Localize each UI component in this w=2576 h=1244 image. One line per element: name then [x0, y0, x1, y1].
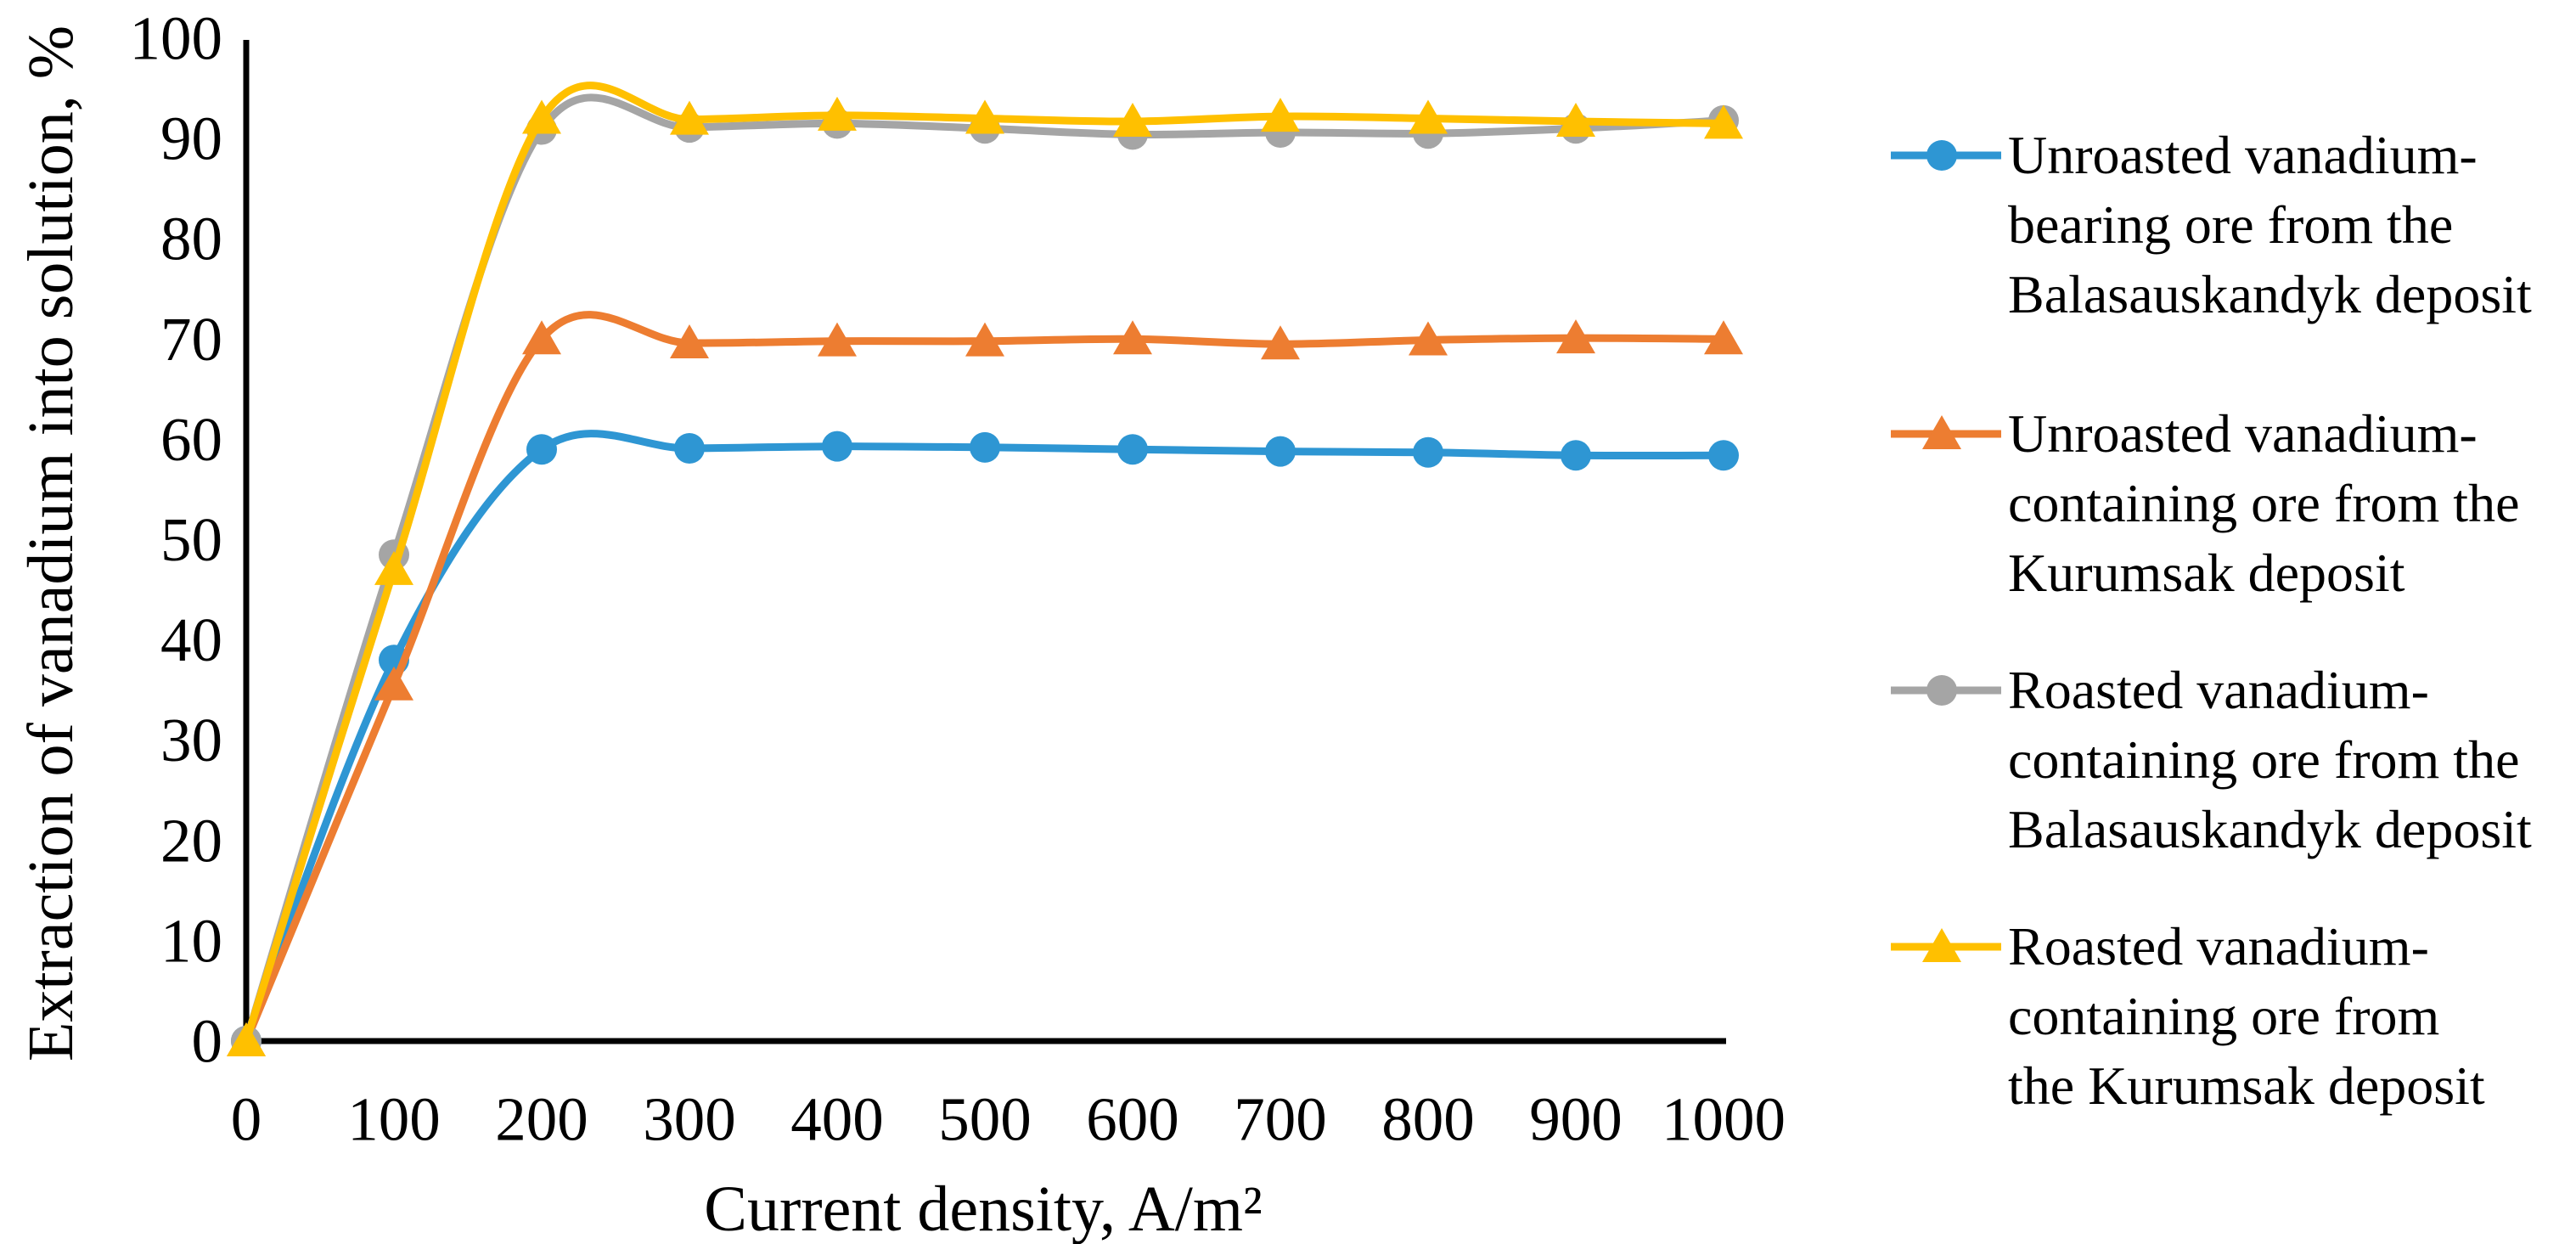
x-tick-label: 300: [643, 1085, 736, 1154]
triangle-marker: [965, 322, 1004, 357]
legend-line: Unroasted vanadium-: [2008, 403, 2478, 464]
circle-marker: [1708, 440, 1739, 471]
triangle-marker: [374, 666, 413, 701]
triangle-marker: [1556, 319, 1595, 354]
y-tick-label: 90: [160, 104, 222, 173]
x-tick-label: 700: [1234, 1085, 1327, 1154]
legend-item-label: Roasted vanadium- containing ore from th…: [2008, 656, 2532, 864]
triangle-marker: [670, 100, 709, 135]
legend-marker-glyph: [1891, 675, 2001, 706]
triangle-marker: [1113, 103, 1152, 138]
x-axis-title: Current density, A/m²: [704, 1174, 1262, 1244]
series-line-3: [242, 82, 1728, 1045]
x-tick-label: 0: [231, 1085, 262, 1154]
series-line-2: [242, 93, 1728, 1045]
x-tick-label: 600: [1086, 1085, 1179, 1154]
legend: Unroasted vanadium- bearing ore from the…: [1889, 0, 2568, 1244]
triangle-marker: [227, 1022, 266, 1056]
legend-item: Roasted vanadium- containing ore from th…: [1889, 656, 2532, 864]
legend-circle-marker: [1926, 140, 1957, 171]
legend-line: bearing ore from the: [2008, 194, 2454, 255]
y-tick-label: 10: [160, 906, 222, 975]
y-tick-label: 50: [160, 505, 222, 574]
circle-marker: [822, 431, 852, 462]
legend-item: Roasted vanadium- containing ore from th…: [1889, 912, 2485, 1121]
legend-item-label: Unroasted vanadium- bearing ore from the…: [2008, 121, 2532, 329]
x-tick-label: 400: [790, 1085, 884, 1154]
triangle-marker: [374, 550, 413, 585]
legend-item: Unroasted vanadium- bearing ore from the…: [1889, 121, 2532, 329]
triangle-marker: [1704, 320, 1743, 355]
y-tick-label: 0: [192, 1007, 223, 1076]
legend-line: Roasted vanadium-: [2008, 660, 2429, 720]
circle-marker: [1265, 436, 1296, 467]
triangle-marker: [670, 324, 709, 359]
triangle-marker: [1261, 98, 1300, 132]
legend-item-label: Roasted vanadium- containing ore from th…: [2008, 912, 2485, 1121]
triangle-marker: [1113, 320, 1152, 355]
triangle-marker: [1704, 104, 1743, 139]
triangle-marker: [522, 99, 561, 134]
series-line-0: [242, 430, 1728, 1045]
y-axis-title: Extraction of vanadium into solution, %: [15, 25, 87, 1061]
x-tick-label: 200: [495, 1085, 588, 1154]
y-tick-label: 30: [160, 706, 222, 774]
triangle-marker: [1409, 321, 1448, 356]
triangle-marker: [1409, 99, 1448, 134]
legend-line: Roasted vanadium-: [2008, 916, 2429, 977]
x-tick-label: 800: [1381, 1085, 1475, 1154]
y-tick-label: 40: [160, 605, 222, 674]
series-line-1: [242, 311, 1728, 1045]
y-tick-label: 100: [130, 4, 223, 73]
legend-triangle-marker: [1922, 415, 1961, 449]
circle-marker: [1561, 440, 1591, 471]
x-tick-label: 1000: [1662, 1085, 1786, 1154]
legend-triangle-marker: [1922, 928, 1961, 962]
legend-line: Kurumsak deposit: [2008, 543, 2405, 603]
legend-line: containing ore from the: [2008, 729, 2520, 790]
x-tick-label: 500: [938, 1085, 1032, 1154]
legend-line: the Kurumsak deposit: [2008, 1055, 2485, 1116]
circle-marker: [674, 433, 705, 464]
triangle-marker: [818, 322, 857, 357]
legend-item: Unroasted vanadium- containing ore from …: [1889, 399, 2519, 608]
x-tick-label: 100: [347, 1085, 441, 1154]
circle-marker: [526, 434, 557, 465]
triangle-marker: [522, 320, 561, 355]
legend-line: Balasauskandyk deposit: [2008, 799, 2532, 859]
legend-line: Balasauskandyk deposit: [2008, 264, 2532, 324]
circle-marker: [1117, 434, 1148, 465]
y-tick-label: 70: [160, 305, 222, 374]
circle-marker: [970, 431, 1000, 463]
triangle-marker: [818, 96, 857, 131]
legend-line: containing ore from: [2008, 986, 2440, 1046]
legend-item-label: Unroasted vanadium- containing ore from …: [2008, 399, 2519, 608]
triangle-marker: [1556, 103, 1595, 138]
triangle-marker: [1261, 325, 1300, 360]
y-tick-label: 80: [160, 205, 222, 273]
legend-line: Unroasted vanadium-: [2008, 125, 2478, 185]
triangle-marker: [965, 99, 1004, 134]
legend-marker-glyph: [1891, 415, 2001, 449]
x-tick-label: 900: [1529, 1085, 1623, 1154]
legend-marker-glyph: [1891, 140, 2001, 171]
legend-circle-marker: [1926, 675, 1957, 706]
y-tick-label: 60: [160, 405, 222, 474]
circle-marker: [1413, 436, 1443, 468]
y-tick-label: 20: [160, 806, 222, 875]
legend-line: containing ore from the: [2008, 473, 2520, 533]
legend-marker-glyph: [1891, 928, 2001, 962]
